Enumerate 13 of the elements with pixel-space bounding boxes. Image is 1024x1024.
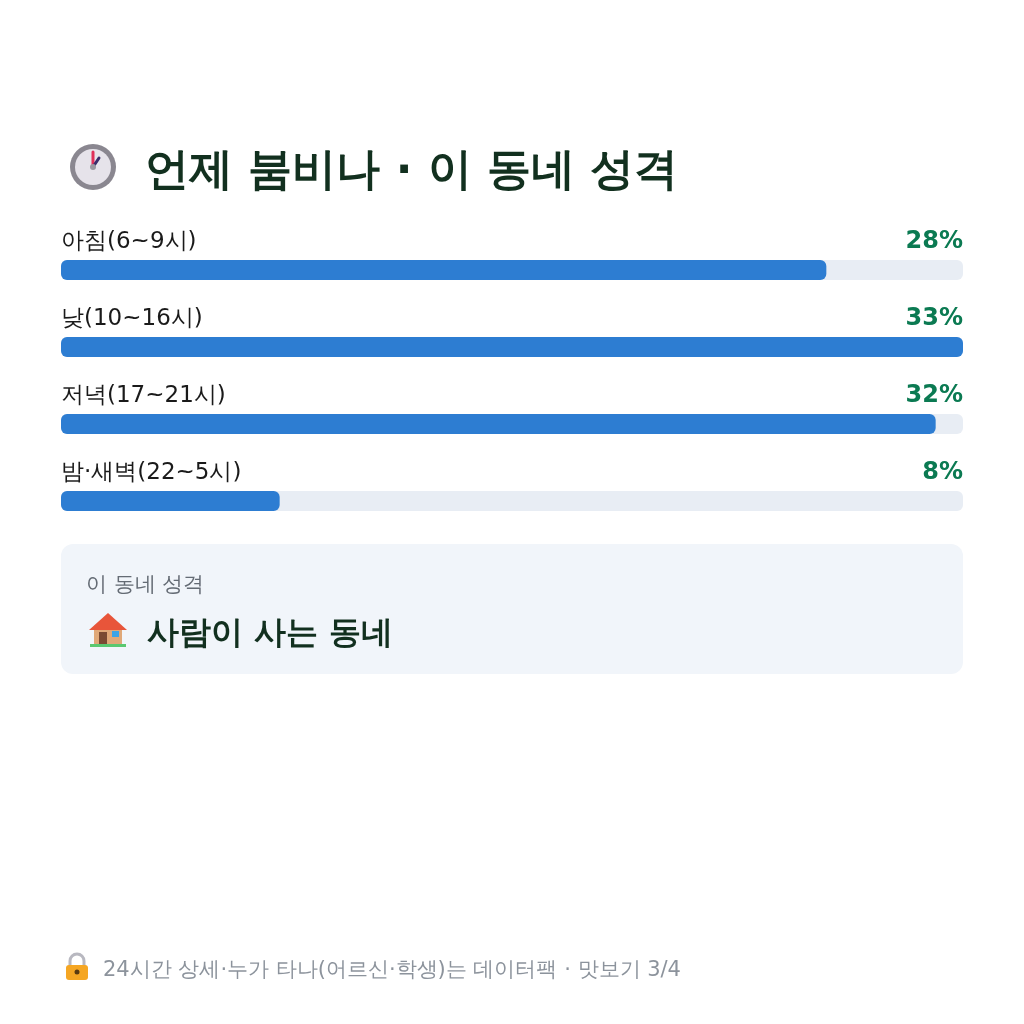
- text: 24시간 상세·누가 타나(어르신·학생)는 데이터팩 · 맛보기 3/4: [103, 957, 681, 981]
- chart-title: 언제 붐비나 · 이 동네 성격: [145, 143, 679, 194]
- data-label: 28%: [905, 226, 963, 254]
- data-label: 33%: [905, 303, 963, 331]
- y-tick-label: 낮(10~16시): [61, 304, 203, 330]
- bar: [61, 491, 280, 511]
- data-label: 32%: [905, 380, 963, 408]
- y-tick-label: 아침(6~9시): [61, 227, 197, 253]
- y-tick-label: 저녁(17~21시): [61, 381, 226, 407]
- text: 이 동네 성격: [86, 572, 205, 596]
- text: 사람이 사는 동네: [147, 613, 394, 651]
- data-label: 8%: [922, 457, 963, 485]
- y-tick-label: 밤·새벽(22~5시): [61, 458, 242, 484]
